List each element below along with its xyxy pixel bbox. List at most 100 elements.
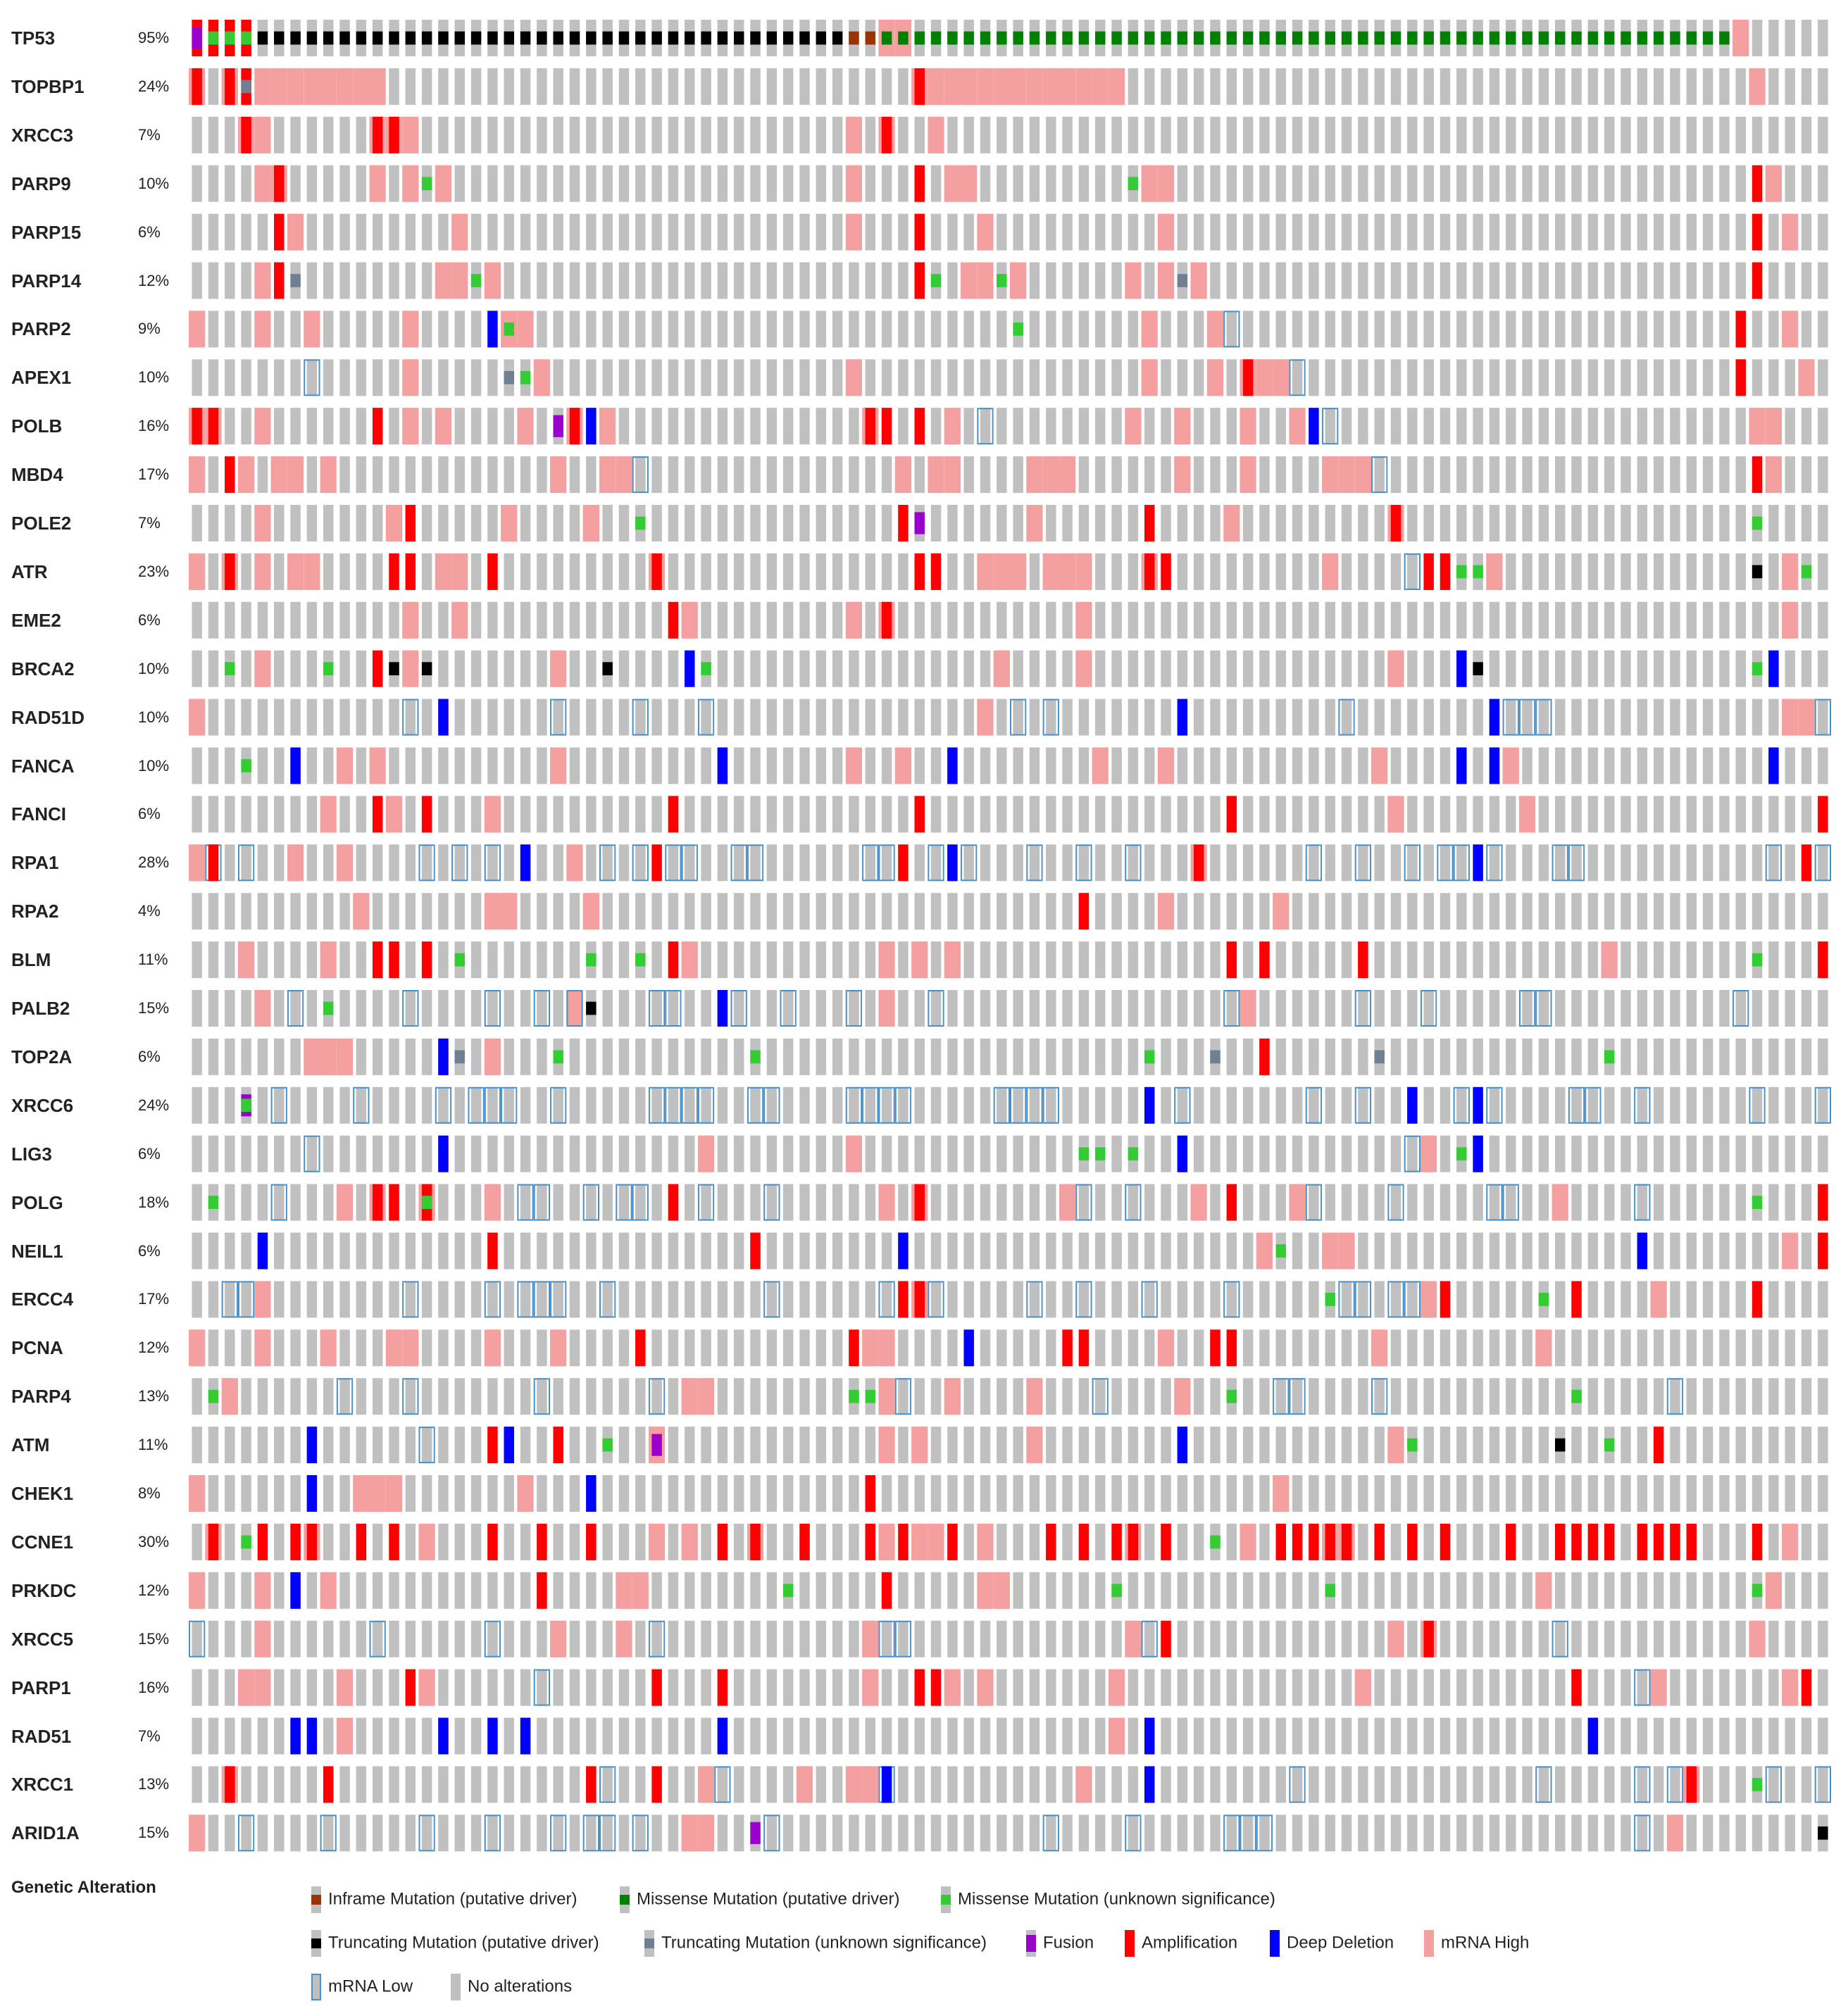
cell-pole2-16 [454,505,466,541]
cell-top2a-46 [947,1038,958,1075]
cell-parp2-57 [1128,311,1139,348]
mrna-high-fanca-22 [550,747,567,784]
missense-vus-top2a-22 [553,1050,563,1064]
cell-parp9-27 [635,165,646,202]
cell-rpa2-95 [1752,893,1763,930]
cell-parp15-80 [1506,213,1516,251]
cell-rpa2-61 [1193,893,1204,930]
cell-blm-49 [997,941,1007,979]
mrna-high-polb-15 [435,408,452,445]
cell-eme2-62 [1210,601,1220,639]
cell-parp14-58 [1144,262,1155,299]
cell-apex1-4 [257,359,268,396]
mrna-high-atr-49 [993,553,1010,590]
cell-atr-22 [553,553,563,590]
cell-apex1-15 [438,359,449,396]
cell-eme2-5 [274,601,285,639]
cell-rpa1-55 [1095,844,1106,882]
cell-blm-82 [1538,941,1549,979]
cell-rpa2-40 [849,893,859,930]
cell-parp15-55 [1095,213,1106,251]
cell-topbp1-79 [1489,68,1500,105]
missense-vus-xrcc6-3 [241,1098,251,1113]
cell-xrcc3-95 [1752,116,1763,154]
cell-palb2-19 [504,990,514,1027]
cell-parp9-45 [930,165,942,202]
cell-parp9-18 [487,165,498,202]
cell-palb2-65 [1259,990,1270,1027]
missense-driver-tp53-62 [1210,31,1220,45]
cell-top2a-82 [1538,1038,1549,1075]
amp-topbp1-0 [192,68,202,105]
cell-rad51d-72 [1374,698,1385,736]
mrna-low-polb-48 [977,408,994,445]
missense-vus-parp14-17 [470,274,482,287]
cell-pole2-94 [1735,505,1746,541]
cell-eme2-56 [1111,601,1122,639]
cell-rad51d-58 [1144,698,1155,736]
cell-fanci-80 [1506,796,1516,833]
mrna-high-parp14-57 [1125,262,1142,299]
cell-atr-65 [1259,553,1270,590]
cell-rpa1-81 [1522,844,1532,882]
cell-rpa1-2 [225,844,235,882]
cell-xrcc6-24 [586,1086,597,1124]
cell-rad51d-73 [1390,698,1401,736]
cell-rpa2-55 [1095,893,1106,930]
cell-xrcc6-20 [520,1086,531,1124]
cell-brca2-65 [1259,650,1270,687]
cell-apex1-22 [553,359,563,396]
cell-mbd4-67 [1292,456,1303,494]
cell-xrcc3-1 [208,116,219,154]
mrna-high-xrcc3-45 [928,116,944,154]
amp-atr-45 [930,553,942,590]
cell-parp2-55 [1095,311,1106,348]
cell-pole2-90 [1670,505,1680,541]
cell-rpa2-3 [241,893,251,930]
cell-polb-29 [668,408,679,445]
cell-blm-70 [1341,941,1352,979]
cell-parp15-77 [1456,213,1467,251]
homdel-brca2-77 [1456,650,1467,687]
mrna-high-topbp1-5 [270,68,287,105]
cell-parp9-69 [1325,165,1335,202]
cell-polb-65 [1259,408,1270,445]
cell-atr-10 [356,553,367,590]
cell-topbp1-73 [1390,68,1401,105]
cell-xrcc3-51 [1029,116,1040,154]
cell-pole2-2 [225,505,235,541]
cell-eme2-75 [1423,601,1434,639]
cell-top2a-89 [1653,1038,1664,1075]
cell-mbd4-29 [668,456,679,494]
cell-rad51d-38 [816,698,827,736]
cell-rpa1-48 [980,844,991,882]
cell-atr-70 [1341,553,1352,590]
mrna-high-topbp1-48 [977,68,994,105]
cell-mbd4-82 [1538,456,1549,494]
cell-parp2-70 [1341,311,1352,348]
cell-brca2-84 [1571,650,1582,687]
cell-topbp1-19 [504,68,514,105]
cell-fanci-71 [1358,796,1368,833]
mrna-high-apex1-65 [1256,359,1273,396]
cell-pole2-40 [849,505,859,541]
cell-fanci-55 [1095,796,1106,833]
cell-brca2-57 [1128,650,1139,687]
cell-rad51d-94 [1735,698,1746,736]
cell-xrcc3-41 [865,116,876,154]
amp-xrcc3-3 [241,116,251,154]
cell-apex1-28 [651,359,662,396]
cell-topbp1-82 [1538,68,1549,105]
cell-top2a-50 [1013,1038,1023,1075]
homdel-rpa1-46 [947,844,958,882]
cell-xrcc6-16 [454,1086,466,1124]
cell-parp15-33 [733,213,744,251]
cell-parp14-73 [1390,262,1401,299]
mrna-high-fanci-81 [1518,796,1536,833]
cell-parp14-90 [1670,262,1680,299]
cell-eme2-72 [1374,601,1385,639]
cell-pole2-29 [668,505,679,541]
cell-fanca-94 [1735,747,1746,784]
missense-vus-blm-27 [635,953,646,967]
cell-eme2-28 [651,601,662,639]
